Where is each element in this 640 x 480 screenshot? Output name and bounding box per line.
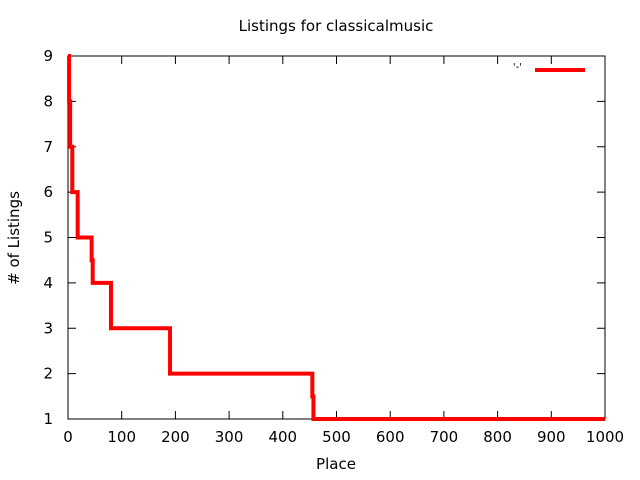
x-tick-label: 0 [63, 428, 73, 446]
y-tick-labels: 1 2 3 4 5 6 7 8 9 [43, 47, 53, 428]
x-tick-label: 800 [483, 428, 512, 446]
y-tick-label: 7 [43, 138, 53, 156]
legend: '-' [513, 62, 585, 73]
y-tick-label: 9 [43, 47, 53, 65]
y-axis-label: # of Listings [5, 191, 23, 285]
x-tick-label: 600 [376, 428, 405, 446]
plot-frame [67, 55, 606, 420]
x-tick-label: 300 [215, 428, 244, 446]
series-line [67, 54, 605, 421]
x-tick-label: 100 [107, 428, 136, 446]
series-layer [67, 54, 605, 421]
x-tick-label: 1000 [586, 428, 624, 446]
y-tick-label: 1 [43, 410, 53, 428]
x-tick-label: 200 [161, 428, 190, 446]
x-tick-labels: 0 100 200 300 400 500 600 700 800 900 1000 [63, 428, 624, 446]
x-tick-label: 500 [322, 428, 351, 446]
y-tick-label: 4 [43, 274, 53, 292]
y-tick-label: 3 [43, 319, 53, 337]
y-tick-label: 5 [43, 229, 53, 247]
chart-title: Listings for classicalmusic [239, 17, 434, 35]
y-tick-label: 8 [43, 92, 53, 110]
y-tick-label: 2 [43, 365, 53, 383]
x-tick-label: 700 [430, 428, 459, 446]
axis-ticks [67, 55, 606, 420]
x-tick-label: 900 [537, 428, 566, 446]
y-tick-label: 6 [43, 183, 53, 201]
legend-label: '-' [513, 62, 522, 73]
x-tick-label: 400 [268, 428, 297, 446]
x-axis-label: Place [316, 455, 356, 473]
